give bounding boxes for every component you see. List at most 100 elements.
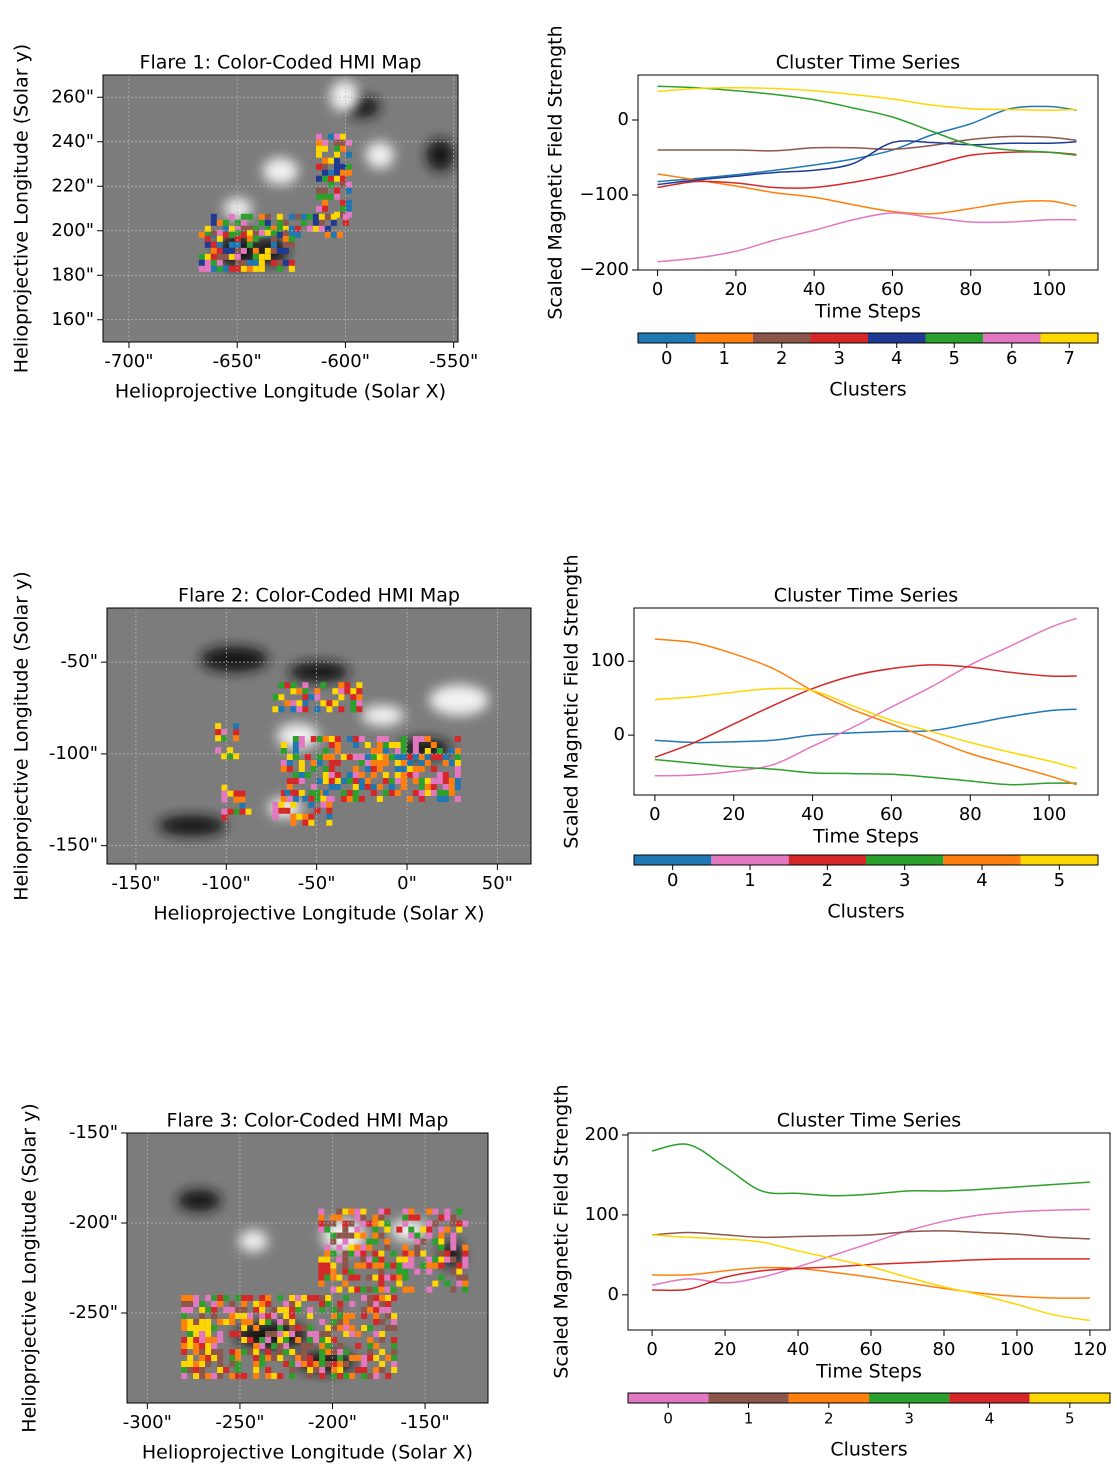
cluster-pixel (259, 1295, 266, 1301)
x-tick-label: 60 (860, 1339, 883, 1360)
cluster-pixel (382, 736, 389, 742)
cluster-pixel (241, 1307, 248, 1313)
cluster-pixel (408, 1262, 415, 1269)
cluster-pixel (456, 1208, 463, 1215)
cluster-pixel (319, 1307, 326, 1313)
cluster-pixel (270, 229, 277, 236)
panel: -300" -250" -200" -150" -250" -200" -150" Flare… (19, 1103, 489, 1464)
cluster-pixel (462, 1220, 469, 1227)
cluster-pixel (448, 778, 455, 784)
cluster-pixel (280, 760, 287, 766)
cluster-pixel (193, 1301, 200, 1307)
cluster-pixel (330, 231, 337, 238)
cluster-pixel (376, 766, 383, 772)
cluster-pixel (252, 247, 259, 254)
axes-frame (102, 74, 459, 343)
cluster-pixel (316, 778, 323, 784)
cluster-pixel (217, 1295, 224, 1301)
x-tick-label: 100 (1000, 1339, 1034, 1360)
cluster-pixel (349, 1331, 356, 1337)
cluster-pixel (288, 213, 295, 220)
cluster-pixel (426, 1262, 433, 1269)
cluster-pixel (448, 790, 455, 796)
axes-frame (106, 607, 532, 865)
cluster-pixel (408, 1214, 415, 1221)
cluster-pixel (222, 265, 229, 272)
cluster-pixel (356, 694, 363, 701)
cluster-pixel (314, 807, 321, 814)
cluster-pixel (456, 1274, 463, 1281)
cluster-pixel (384, 1262, 391, 1269)
cluster-pixel (316, 145, 322, 152)
colorbar-label: 3 (899, 870, 910, 891)
cluster-pixel (292, 796, 299, 802)
cluster-pixel (253, 1355, 260, 1361)
cluster-pixel (388, 742, 395, 748)
cluster-pixel (205, 1373, 212, 1379)
cluster-pixel (318, 1220, 325, 1227)
cluster-pixel (320, 682, 327, 689)
cluster-pixel (278, 801, 285, 808)
cluster-pixel (325, 1295, 332, 1301)
cluster-pixel (343, 1373, 350, 1379)
cluster-pixel (259, 1301, 266, 1307)
cluster-pixel (406, 754, 413, 760)
cluster-pixel (290, 706, 297, 713)
cluster-pixel (367, 1355, 374, 1361)
cluster-pixel (210, 247, 217, 254)
cluster-pixel (286, 796, 293, 802)
cluster-pixel (193, 1361, 200, 1367)
cluster-pixel (234, 219, 241, 226)
cluster-pixel (181, 1319, 188, 1325)
cluster-pixel (233, 753, 240, 760)
cluster-pixel (354, 1244, 361, 1251)
cluster-pixel (259, 1361, 266, 1367)
cluster-pixel (199, 1343, 206, 1349)
cluster-pixel (306, 225, 313, 232)
cluster-pixel (217, 1319, 224, 1325)
cluster-pixel (350, 688, 357, 695)
y-tick-label: 160" (51, 309, 94, 330)
cluster-pixel (283, 1307, 290, 1313)
cluster-pixel (348, 1250, 355, 1257)
cluster-pixel (328, 754, 335, 760)
cluster-pixel (211, 1373, 218, 1379)
cluster-pixel (211, 1301, 218, 1307)
cluster-pixel (337, 1319, 344, 1325)
panel: 0 20 40 60 80 100 0 100 0 1 2 3 4 5 Clusters Cluster Ti… (561, 554, 1099, 923)
cluster-pixel (372, 1286, 379, 1293)
cluster-pixel (253, 1343, 260, 1349)
cluster-pixel (298, 790, 305, 796)
cluster-pixel (342, 213, 349, 220)
cluster-pixel (346, 211, 352, 218)
cluster-pixel (346, 187, 352, 194)
cluster-pixel (320, 801, 327, 808)
cluster-pixel (342, 1208, 349, 1215)
cluster-pixel (233, 790, 240, 797)
cluster-pixel (442, 760, 449, 766)
y-axis-label: Helioprojective Longitude (Solar y) (11, 44, 33, 373)
y-axis-label: Helioprojective Longitude (Solar y) (11, 571, 33, 900)
cluster-pixel (352, 772, 359, 778)
cluster-pixel (331, 1337, 338, 1343)
cluster-pixel (379, 1319, 386, 1325)
cluster-pixel (432, 1256, 439, 1263)
cluster-pixel (234, 229, 241, 236)
cluster-pixel (253, 1361, 260, 1367)
cluster-pixel (235, 1331, 242, 1337)
cluster-pixel (373, 1331, 380, 1337)
cluster-pixel (326, 706, 333, 713)
cluster-pixel (316, 175, 322, 182)
cluster-pixel (360, 1256, 367, 1263)
cluster-pixel (229, 1319, 236, 1325)
cluster-pixel (193, 1349, 200, 1355)
cluster-pixel (199, 1325, 206, 1331)
cluster-pixel (258, 219, 265, 226)
y-tick-label: -150" (69, 1122, 118, 1143)
cluster-pixel (270, 259, 277, 266)
cluster-pixel (295, 1301, 302, 1307)
cluster-pixel (352, 754, 359, 760)
cluster-pixel (396, 1274, 403, 1281)
cluster-pixel (450, 1268, 457, 1275)
hmi-image (107, 608, 531, 864)
